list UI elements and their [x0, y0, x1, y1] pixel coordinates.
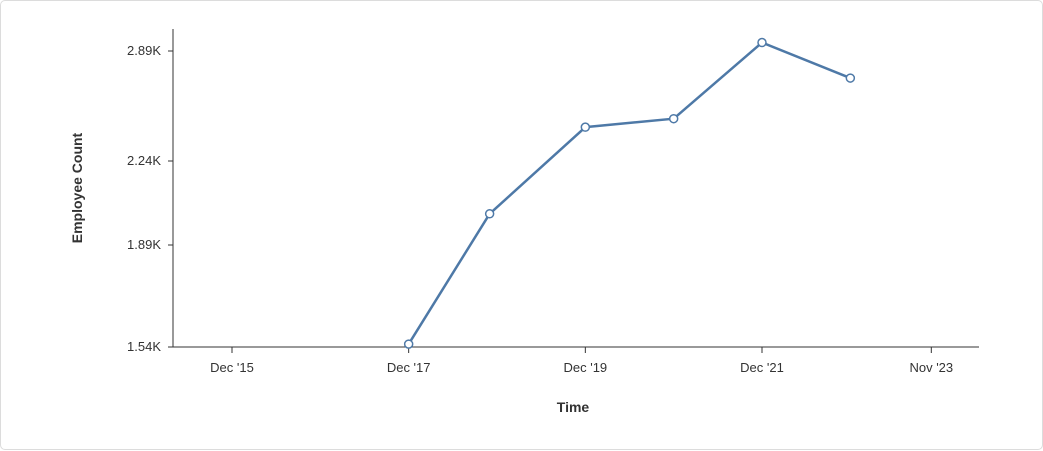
data-point[interactable]: [484, 209, 495, 219]
y-tick-label: 2.89K: [127, 43, 161, 58]
y-axis-title: Employee Count: [69, 132, 85, 243]
x-ticks: Dec '15 Dec '17 Dec '19 Dec '21 Nov '23: [210, 347, 953, 375]
x-tick-label: Dec '17: [387, 360, 431, 375]
axes: [172, 29, 979, 348]
y-ticks: 2.89K 2.24K 1.89K 1.54K: [127, 43, 173, 354]
data-point[interactable]: [403, 339, 414, 349]
x-axis-title: Time: [557, 399, 590, 415]
data-point[interactable]: [845, 73, 856, 83]
series-line: [407, 41, 851, 345]
data-point[interactable]: [757, 37, 767, 48]
x-tick-label: Dec '21: [740, 360, 784, 375]
x-tick-label: Dec '15: [210, 360, 254, 375]
y-tick-label: 2.24K: [127, 153, 161, 168]
x-tick-label: Nov '23: [909, 360, 953, 375]
series-group: [403, 37, 856, 349]
y-tick-label: 1.89K: [127, 237, 161, 252]
data-point[interactable]: [668, 113, 679, 124]
y-tick-label: 1.54K: [127, 339, 161, 354]
data-point[interactable]: [580, 122, 591, 132]
x-tick-label: Dec '19: [563, 360, 607, 375]
